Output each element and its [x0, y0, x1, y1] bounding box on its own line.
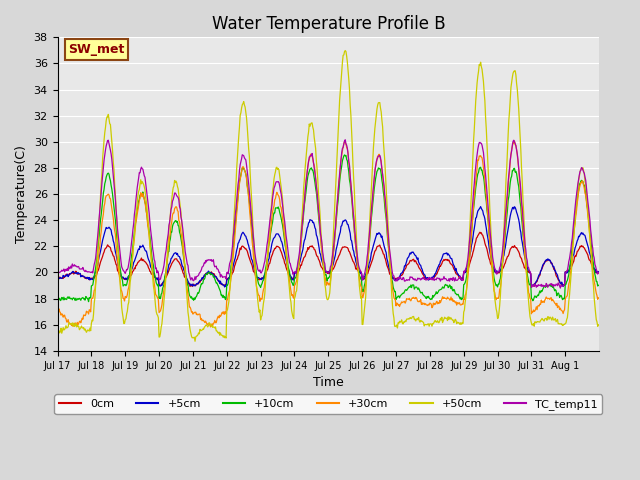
- 0cm: [415, 264, 422, 270]
- TC_temp11: [243, 168, 251, 174]
- +50cm: [54, 330, 61, 336]
- +5cm: [117, 273, 125, 278]
- +50cm: [385, 241, 393, 247]
- +10cm: [415, 287, 423, 293]
- +50cm: [244, 135, 252, 141]
- TC_temp11: [216, 274, 224, 280]
- TC_temp11: [54, 269, 61, 275]
- +30cm: [207, 324, 214, 330]
- TC_temp11: [341, 137, 349, 143]
- +30cm: [244, 187, 252, 193]
- Line: +5cm: +5cm: [58, 207, 598, 287]
- 0cm: [264, 264, 272, 269]
- TC_temp11: [415, 276, 422, 282]
- +30cm: [117, 287, 125, 292]
- TC_temp11: [117, 259, 125, 264]
- Line: TC_temp11: TC_temp11: [58, 140, 598, 288]
- TC_temp11: [556, 285, 564, 291]
- +30cm: [264, 248, 272, 254]
- +50cm: [595, 322, 602, 328]
- +30cm: [54, 312, 61, 317]
- Line: +10cm: +10cm: [58, 155, 598, 301]
- +50cm: [264, 241, 272, 247]
- +50cm: [218, 332, 225, 338]
- +30cm: [511, 138, 518, 144]
- +5cm: [415, 259, 422, 265]
- 0cm: [117, 274, 125, 280]
- Text: SW_met: SW_met: [68, 43, 125, 56]
- +5cm: [477, 204, 484, 210]
- Line: +50cm: +50cm: [58, 50, 598, 341]
- +5cm: [54, 276, 61, 282]
- +10cm: [264, 245, 272, 251]
- +5cm: [264, 257, 272, 263]
- Legend: 0cm, +5cm, +10cm, +30cm, +50cm, TC_temp11: 0cm, +5cm, +10cm, +30cm, +50cm, TC_temp1…: [54, 395, 602, 414]
- Line: +30cm: +30cm: [58, 141, 598, 327]
- 0cm: [54, 277, 61, 283]
- +30cm: [218, 312, 225, 318]
- Y-axis label: Temperature(C): Temperature(C): [15, 145, 28, 243]
- Title: Water Temperature Profile B: Water Temperature Profile B: [211, 15, 445, 33]
- 0cm: [244, 251, 252, 256]
- TC_temp11: [264, 238, 271, 244]
- 0cm: [218, 281, 225, 287]
- 0cm: [385, 266, 392, 272]
- +5cm: [221, 284, 228, 290]
- Line: 0cm: 0cm: [58, 232, 598, 287]
- +5cm: [244, 240, 252, 246]
- 0cm: [476, 229, 484, 235]
- 0cm: [595, 270, 602, 276]
- TC_temp11: [595, 270, 602, 276]
- +50cm: [341, 48, 349, 53]
- +50cm: [415, 318, 423, 324]
- +10cm: [84, 299, 92, 304]
- +30cm: [385, 240, 392, 246]
- +10cm: [54, 297, 61, 302]
- +10cm: [118, 276, 125, 281]
- +5cm: [385, 262, 392, 267]
- +10cm: [218, 292, 225, 298]
- +5cm: [216, 278, 224, 284]
- +50cm: [191, 338, 199, 344]
- +10cm: [244, 185, 252, 191]
- +10cm: [340, 152, 348, 158]
- +30cm: [415, 299, 422, 304]
- X-axis label: Time: Time: [313, 376, 344, 389]
- +10cm: [595, 282, 602, 288]
- +5cm: [595, 269, 602, 275]
- +50cm: [117, 292, 125, 298]
- +30cm: [595, 295, 602, 300]
- +10cm: [385, 249, 393, 255]
- TC_temp11: [385, 232, 392, 238]
- 0cm: [186, 284, 194, 289]
